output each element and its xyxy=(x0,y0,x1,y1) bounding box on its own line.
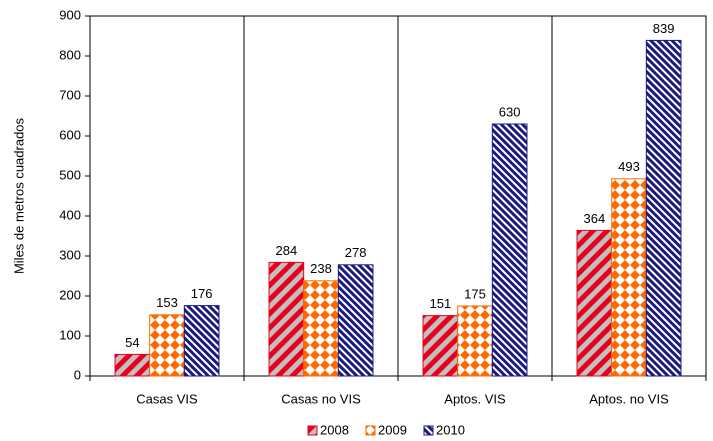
bar xyxy=(422,315,459,377)
y-tick-label: 600 xyxy=(59,127,81,142)
y-tick-label: 900 xyxy=(59,7,81,22)
value-label: 839 xyxy=(653,21,675,36)
legend-label: 2009 xyxy=(378,422,407,437)
y-axis-label: Miles de metros cuadrados xyxy=(11,117,26,274)
value-label: 493 xyxy=(618,159,640,174)
bar xyxy=(576,229,613,377)
bar xyxy=(491,123,528,377)
bar xyxy=(149,314,185,377)
legend-swatch xyxy=(307,425,318,436)
value-label: 630 xyxy=(499,104,521,119)
value-label: 364 xyxy=(583,211,605,226)
bar xyxy=(268,261,305,377)
y-tick-label: 200 xyxy=(59,287,81,302)
value-label: 176 xyxy=(191,286,213,301)
value-label: 175 xyxy=(464,286,486,301)
y-tick-label: 0 xyxy=(74,367,81,382)
y-tick-label: 500 xyxy=(59,167,81,182)
bar xyxy=(611,178,647,377)
y-tick-label: 700 xyxy=(59,87,81,102)
bar xyxy=(457,305,493,377)
value-label: 278 xyxy=(345,245,367,260)
bar xyxy=(645,39,682,377)
bar xyxy=(303,280,339,377)
value-label: 284 xyxy=(275,243,297,258)
legend-swatch xyxy=(423,425,434,436)
bar xyxy=(337,264,374,377)
bar xyxy=(114,353,151,377)
y-tick-label: 300 xyxy=(59,247,81,262)
x-tick-label: Aptos. no VIS xyxy=(589,391,669,406)
value-label: 54 xyxy=(125,335,139,350)
x-tick-label: Casas no VIS xyxy=(281,391,361,406)
x-tick-label: Aptos. VIS xyxy=(444,391,506,406)
legend-swatch xyxy=(365,425,376,436)
y-tick-label: 100 xyxy=(59,327,81,342)
x-tick-label: Casas VIS xyxy=(136,391,198,406)
value-label: 151 xyxy=(429,296,451,311)
value-label: 153 xyxy=(156,295,178,310)
value-label: 238 xyxy=(310,261,332,276)
legend-label: 2010 xyxy=(436,422,465,437)
y-tick-label: 800 xyxy=(59,47,81,62)
legend-label: 2008 xyxy=(320,422,349,437)
bar xyxy=(183,305,220,377)
y-tick-label: 400 xyxy=(59,207,81,222)
